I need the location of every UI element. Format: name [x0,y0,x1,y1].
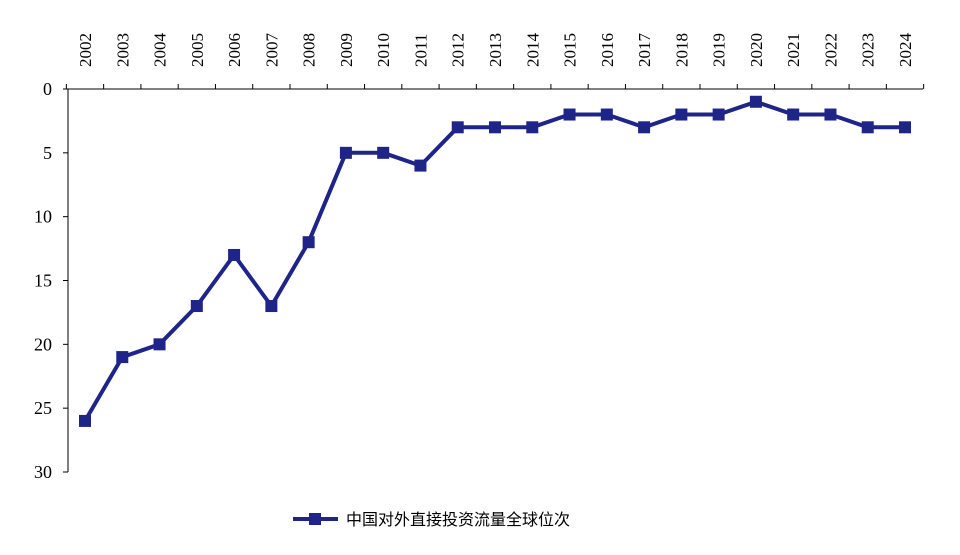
data-point-marker [899,121,911,134]
data-point-marker [265,300,278,313]
y-axis-ticks: 0 5 10 15 20 25 30 [34,79,68,482]
data-point-marker [749,95,762,108]
x-tick-label: 2022 [821,33,840,67]
legend-label: 中国对外直接投资流量全球位次 [346,510,570,529]
data-point-marker [675,108,688,121]
x-tick-label: 2002 [76,33,95,67]
x-tick-label: 2009 [337,33,356,67]
x-tick-label: 2020 [747,33,766,67]
x-tick-label: 2003 [113,33,132,67]
x-tick-label: 2017 [635,33,654,68]
data-point-marker [190,300,203,313]
data-point-marker [489,121,501,134]
data-point-marker [824,108,837,121]
x-axis-ticks: 2002 2003 2004 2005 2006 2007 2008 2009 2010 2011… [65,33,925,89]
x-tick-label: 2024 [896,33,915,68]
x-tick-label: 2012 [449,33,468,67]
x-tick-label: 2013 [486,33,505,67]
x-tick-label: 2018 [672,33,691,67]
data-point-marker [787,108,800,121]
y-tick-label: 10 [34,207,52,227]
x-tick-label: 2006 [225,33,244,67]
data-point-marker [377,146,390,159]
series-line [83,99,905,422]
x-tick-label: 2008 [300,33,319,67]
data-point-marker [563,108,576,121]
x-tick-label: 2005 [188,33,207,67]
data-point-marker [526,121,539,134]
data-point-marker [861,121,874,134]
y-tick-label: 20 [34,334,52,354]
x-tick-label: 2015 [561,33,580,67]
x-tick-label: 2016 [598,33,617,67]
data-point-marker [638,121,651,134]
legend-marker-swatch [309,513,321,525]
y-tick-label: 5 [43,143,52,163]
data-point-marker [116,351,129,364]
data-point-marker [451,121,464,134]
x-tick-label: 2021 [784,33,803,67]
x-tick-label: 2004 [151,33,170,68]
legend: 中国对外直接投资流量全球位次 [293,510,570,529]
y-tick-label: 15 [34,271,52,291]
x-tick-label: 2010 [374,33,393,67]
x-tick-label: 2007 [262,33,281,68]
y-tick-label: 0 [43,79,52,99]
data-point-marker [712,108,725,121]
data-point-marker [153,338,166,351]
series-layer [79,95,911,427]
data-point-marker [302,236,315,249]
axes [67,88,923,472]
x-tick-label: 2023 [859,33,878,67]
x-tick-label: 2019 [710,33,729,67]
data-point-marker [600,108,613,121]
data-point-marker [79,414,91,427]
y-tick-label: 30 [34,462,52,482]
x-tick-label: 2011 [411,34,430,67]
data-point-marker [414,159,427,172]
y-tick-label: 25 [34,398,52,418]
x-tick-label: 2014 [523,33,542,68]
data-point-marker [339,146,352,159]
data-point-marker [228,248,241,261]
